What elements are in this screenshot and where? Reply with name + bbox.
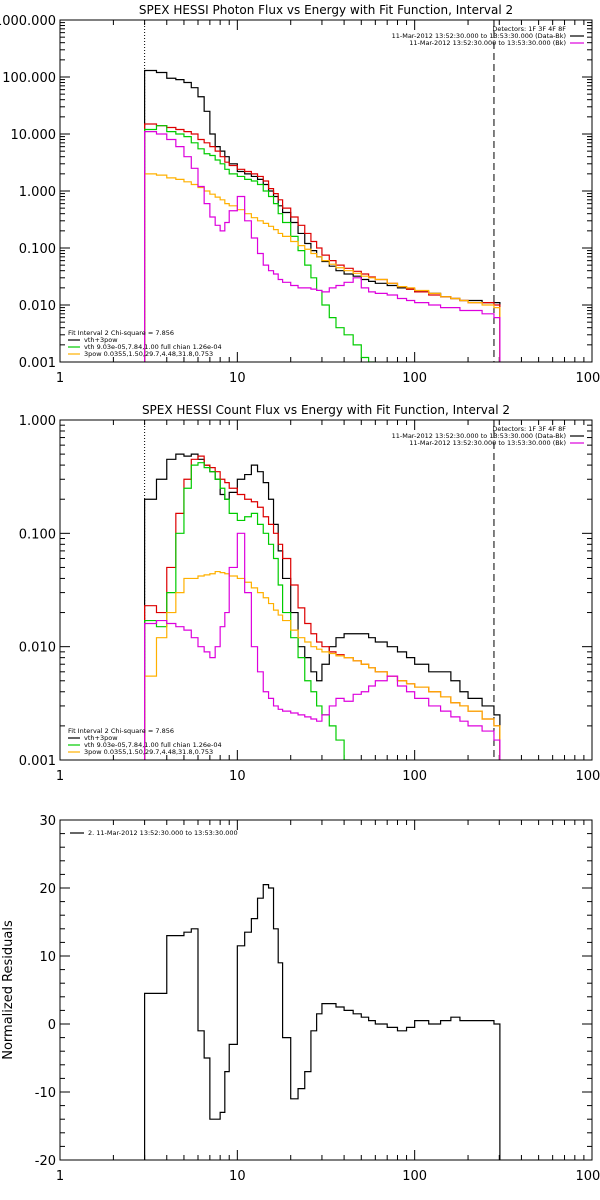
panel-count: SPEX HESSI Count Flux vs Energy with Fit… (19, 403, 600, 784)
x-tick-label: 10 (229, 371, 246, 386)
y-tick-label: 0.001 (19, 754, 56, 769)
panel-photon: SPEX HESSI Photon Flux vs Energy with Fi… (0, 3, 600, 386)
legend-entry: 2. 11-Mar-2012 13:52:30.000 to 13:53:30.… (88, 829, 238, 837)
y-tick-label: 0.010 (19, 641, 56, 656)
plot-frame (59, 19, 593, 363)
y-tick-label: 1.000 (19, 185, 56, 200)
legend-entry: 11-Mar-2012 13:52:30.000 to 13:53:30.000… (409, 39, 566, 47)
legend-entry: Fit Interval 2 Chi-square = 7.856 (68, 727, 174, 735)
legend-entry: 11-Mar-2012 13:52:30.000 to 13:53:30.000… (409, 439, 566, 447)
y-tick-label: 0 (48, 1018, 56, 1033)
y-tick-label: 0.100 (19, 527, 56, 542)
legend-entry: 3pow 0.0355,1.50,29.7,4.48,31.8,0.753 (84, 748, 213, 756)
x-axis: 1 10 100 1000 (56, 20, 600, 386)
panel-resid: 1 10 100 1000 -20 -10 0 10 20 30 Normalized Residu… (1, 814, 600, 1184)
y-axis: -20 -10 0 10 20 30 (35, 814, 592, 1169)
plot-frame (59, 819, 593, 1161)
legend-entry: 11-Mar-2012 13:52:30.000 to 13:53:30.000… (392, 32, 566, 40)
y-axis: 0.001 0.010 0.100 1.000 (19, 414, 592, 769)
y-tick-label: -20 (35, 1154, 56, 1169)
y-tick-label: 1.000 (19, 414, 56, 429)
legend-bottom-left: Fit Interval 2 Chi-square = 7.856vth+3po… (68, 329, 222, 358)
legend-entry: 3pow 0.0355,1.50,29.7,4.48,31.8,0.753 (84, 350, 213, 358)
series-line-3 (144, 173, 501, 362)
x-tick-label: 1 (56, 371, 64, 386)
legend-bottom-left: Fit Interval 2 Chi-square = 7.856vth+3po… (68, 727, 222, 756)
series-line-4 (144, 532, 501, 760)
x-tick-label: 100 (402, 371, 427, 386)
x-axis: 1 10 100 1000 (56, 420, 600, 784)
series-group (144, 453, 501, 760)
legend-entry: vth+3pow (84, 336, 118, 344)
x-tick-label: 10 (229, 1169, 246, 1184)
y-axis-label: Normalized Residuals (1, 920, 16, 1060)
y-tick-label: 1000.000 (0, 14, 56, 29)
series-line-1 (144, 123, 501, 362)
legend-entry: Fit Interval 2 Chi-square = 7.856 (68, 329, 174, 337)
x-tick-label: 1 (56, 769, 64, 784)
series-line-3 (144, 570, 501, 760)
y-tick-label: 0.100 (19, 242, 56, 257)
legend-entry: 11-Mar-2012 13:52:30.000 to 13:53:30.000… (392, 432, 566, 440)
y-tick-label: 10 (39, 950, 56, 965)
x-tick-label: 1000 (575, 769, 600, 784)
legend-top-left: 2. 11-Mar-2012 13:52:30.000 to 13:53:30.… (70, 829, 238, 837)
plot-frame (59, 419, 593, 761)
series-line-2 (144, 462, 351, 760)
legend-entry: vth+3pow (84, 734, 118, 742)
legend-entry: Detectors: 1F 3F 4F 8F (492, 425, 566, 433)
x-tick-label: 1 (56, 1169, 64, 1184)
series-group (144, 69, 501, 362)
y-tick-label: 20 (39, 882, 56, 897)
x-tick-label: 1000 (575, 371, 600, 386)
series-line-2 (144, 125, 375, 362)
series-line-0 (144, 69, 501, 362)
y-tick-label: 30 (39, 814, 56, 829)
x-axis: 1 10 100 1000 (56, 820, 600, 1184)
legend-entry: Detectors: 1F 3F 4F 8F (492, 25, 566, 33)
legend-entry: vth 9.03e-05,7.84,1.00 full chian 1.26e-… (84, 343, 222, 351)
y-tick-label: 0.010 (19, 299, 56, 314)
y-tick-label: 10.000 (11, 128, 57, 143)
series-line-4 (144, 131, 501, 362)
y-tick-label: 0.001 (19, 356, 56, 371)
y-tick-label: 100.000 (2, 71, 56, 86)
chart-title: SPEX HESSI Count Flux vs Energy with Fit… (142, 403, 510, 417)
series-group (144, 884, 501, 1160)
x-tick-label: 1000 (575, 1169, 600, 1184)
legend-entry: vth 9.03e-05,7.84,1.00 full chian 1.26e-… (84, 741, 222, 749)
series-line-0 (144, 884, 501, 1160)
chart-title: SPEX HESSI Photon Flux vs Energy with Fi… (139, 3, 513, 17)
y-axis: 0.001 0.010 0.100 1.000 10.000 100.000 1000.00… (0, 14, 592, 371)
x-tick-label: 10 (229, 769, 246, 784)
y-tick-label: -10 (35, 1086, 56, 1101)
x-tick-label: 100 (402, 1169, 427, 1184)
x-tick-label: 100 (402, 769, 427, 784)
